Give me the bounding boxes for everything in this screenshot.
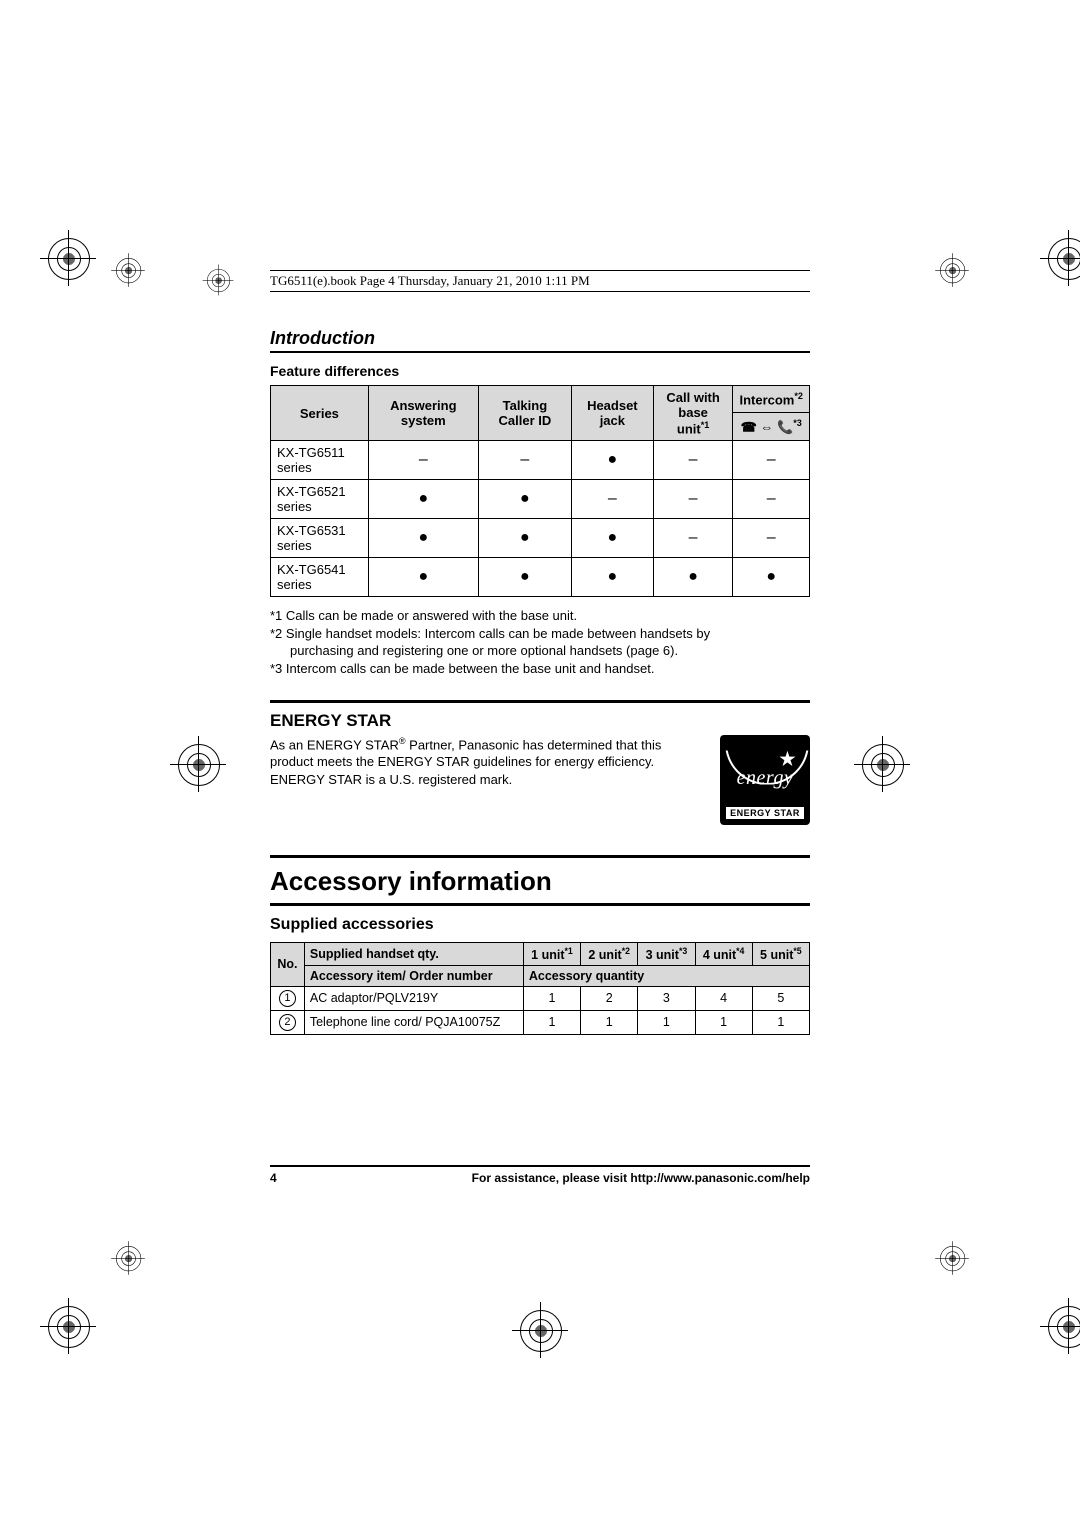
table-row: KX-TG6511 series – – ● – – xyxy=(271,441,810,480)
row-number: 2 xyxy=(279,1014,296,1031)
th-intercom: Intercom*2 xyxy=(733,386,810,413)
th-no: No. xyxy=(271,942,305,986)
energy-text: As an ENERGY STAR® Partner, Panasonic ha… xyxy=(270,735,690,789)
page-content: TG6511(e).book Page 4 Thursday, January … xyxy=(270,270,810,1035)
rule xyxy=(270,855,810,858)
th-u2: 2 unit*2 xyxy=(581,942,638,965)
th-item: Accessory item/ Order number xyxy=(304,965,523,986)
handset-icon: 📞 xyxy=(777,419,793,434)
th-answering: Answering system xyxy=(368,386,478,441)
reg-dot xyxy=(111,253,145,287)
header-reg-mark xyxy=(203,265,234,296)
th-series: Series xyxy=(271,386,369,441)
reg-dot xyxy=(935,1241,969,1275)
table-row: 2 Telephone line cord/ PQJA10075Z 1 1 1 … xyxy=(271,1010,810,1034)
energy-section: As an ENERGY STAR® Partner, Panasonic ha… xyxy=(270,735,810,825)
page-footer: 4 For assistance, please visit http://ww… xyxy=(270,1165,810,1185)
footnote-3: *3 Intercom calls can be made between th… xyxy=(270,660,810,678)
reg-mark-left-center xyxy=(170,736,226,792)
section-title: Introduction xyxy=(270,328,810,353)
th-qty: Accessory quantity xyxy=(523,965,809,986)
arrow-icon: ⇔ xyxy=(760,419,773,434)
th-u5: 5 unit*5 xyxy=(752,942,809,965)
rule xyxy=(270,903,810,906)
reg-mark-right-center xyxy=(854,736,910,792)
accessory-table: No. Supplied handset qty. 1 unit*1 2 uni… xyxy=(270,942,810,1035)
footnote-1: *1 Calls can be made or answered with th… xyxy=(270,607,810,625)
rule xyxy=(270,700,810,703)
accessory-heading: Accessory information xyxy=(270,866,810,897)
footnotes: *1 Calls can be made or answered with th… xyxy=(270,607,810,677)
reg-dot xyxy=(935,253,969,287)
table-row: KX-TG6541 series ● ● ● ● ● xyxy=(271,558,810,597)
th-headset: Headset jack xyxy=(571,386,653,441)
th-u4: 4 unit*4 xyxy=(695,942,752,965)
table-row: KX-TG6521 series ● ● – – – xyxy=(271,480,810,519)
energy-heading: ENERGY STAR xyxy=(270,711,810,731)
th-u3: 3 unit*3 xyxy=(638,942,695,965)
table-row: 1 AC adaptor/PQLV219Y 1 2 3 4 5 xyxy=(271,986,810,1010)
energy-star-logo: ★ energy ENERGY STAR xyxy=(720,735,810,825)
reg-dot xyxy=(111,1241,145,1275)
page-number: 4 xyxy=(270,1171,277,1185)
feature-table: Series Answering system Talking Caller I… xyxy=(270,385,810,597)
feature-heading: Feature differences xyxy=(270,363,810,379)
row-number: 1 xyxy=(279,990,296,1007)
table-row: KX-TG6531 series ● ● ● – – xyxy=(271,519,810,558)
supplied-heading: Supplied accessories xyxy=(270,916,810,934)
reg-mark-bottom-center xyxy=(512,1302,568,1358)
book-header: TG6511(e).book Page 4 Thursday, January … xyxy=(270,270,810,292)
th-u1: 1 unit*1 xyxy=(523,942,580,965)
th-intercom-icons: ☎ ⇔ 📞*3 xyxy=(733,413,810,441)
th-callwith: Call with base unit*1 xyxy=(653,386,733,441)
assist-text: For assistance, please visit http://www.… xyxy=(472,1171,810,1185)
base-icon: ☎ xyxy=(741,419,757,434)
th-talking: Talking Caller ID xyxy=(478,386,571,441)
footnote-2: *2 Single handset models: Intercom calls… xyxy=(270,625,810,660)
th-supplied: Supplied handset qty. xyxy=(304,942,523,965)
star-icon: ★ xyxy=(779,749,796,770)
